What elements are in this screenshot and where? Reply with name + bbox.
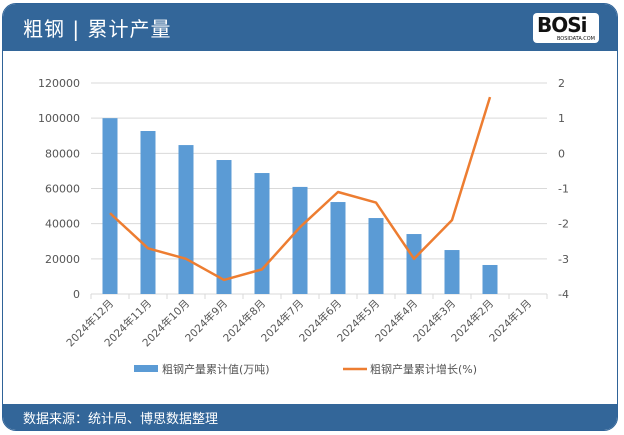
y-right-tick-label: -3 [558,253,569,266]
y-left-tick-label: 100000 [38,112,80,125]
bar [102,118,118,295]
y-left-tick-label: 20000 [45,253,80,266]
legend-bar-label: 粗钢产量累计值(万吨) [162,362,270,376]
header-bar: 粗钢 | 累计产量 BOSi BOSIDATA.COM [3,4,617,51]
bar [140,131,156,294]
bar [254,173,270,294]
y-left-tick-label: 40000 [45,218,80,231]
y-left-tick-label: 60000 [45,183,80,196]
y-left-tick-label: 120000 [38,77,80,90]
bar [368,218,384,294]
y-left-tick-label: 80000 [45,147,80,160]
bar [216,160,232,294]
y-left-tick-label: 0 [73,288,80,301]
y-right-tick-label: 0 [558,147,565,160]
data-source: 数据来源：统计局、博思数据整理 [23,412,219,427]
y-right-tick-label: 1 [558,112,565,125]
bar [444,250,460,294]
bar [178,145,194,294]
bosi-logo: BOSi BOSIDATA.COM [533,13,599,43]
footer-bar: 数据来源：统计局、博思数据整理 [3,404,617,430]
y-right-tick-label: -4 [558,288,569,301]
legend-line-label: 粗钢产量累计增长(%) [370,362,477,376]
y-right-tick-label: -1 [558,183,569,196]
page-title: 粗钢 | 累计产量 [23,17,172,41]
bar [406,234,422,294]
legend-bar-swatch [134,365,158,372]
y-right-tick-label: 2 [558,77,565,90]
bar [482,264,498,294]
y-right-tick-label: -2 [558,218,569,231]
bar [330,202,346,294]
bar [292,186,308,294]
legend: 粗钢产量累计值(万吨) 粗钢产量累计增长(%) [134,362,477,376]
